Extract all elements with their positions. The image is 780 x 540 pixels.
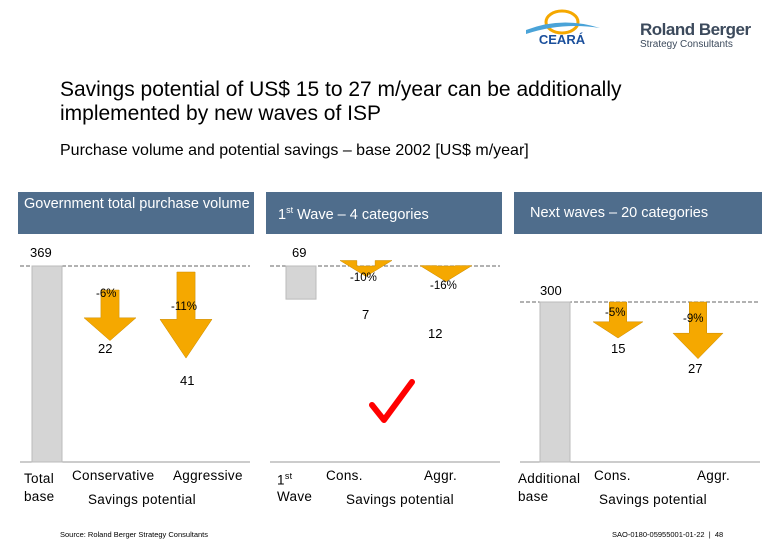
rb-logo-name: Roland Berger [640, 20, 751, 39]
panel3-base-label: 300 [540, 283, 562, 298]
roland-berger-logo: Roland Berger Strategy Consultants [640, 20, 751, 50]
panel2-base-label: 69 [292, 245, 307, 260]
page-title: Savings potential of US$ 15 to 27 m/year… [60, 78, 622, 125]
page-subtitle: Purchase volume and potential savings – … [60, 142, 529, 159]
panel3-aggr-pct: -9% [683, 313, 704, 325]
savings-arrow [672, 301, 724, 360]
panel2-cons-pct: -10% [350, 272, 377, 284]
panel2-aggr-pct: -16% [430, 280, 457, 292]
panel2-base-line1: 1st [277, 471, 293, 488]
panel2-savings-label: Savings potential [346, 492, 454, 507]
panel-header-3-text: Next waves – 20 categories [530, 205, 709, 221]
ceara-logo: CEARÁ [520, 8, 605, 50]
savings-arrow [592, 301, 644, 339]
panel3-base-line1: Additional [518, 471, 581, 486]
base-bar [31, 265, 63, 463]
chart-arrows [83, 260, 724, 360]
panel-header-1-text: Government total purchase volume [24, 196, 250, 212]
panel-header-1: Government total purchase volume [18, 192, 254, 234]
panel1-cons-label: Conservative [72, 468, 155, 483]
panel1-savings-label: Savings potential [88, 492, 196, 507]
base-bar [539, 301, 571, 463]
panel2-base-line2: Wave [277, 489, 313, 504]
panel3-cons-label: Cons. [594, 468, 631, 483]
panel2-cons-label: Cons. [326, 468, 363, 483]
panel2-aggr-value: 12 [428, 326, 443, 341]
panel3-aggr-value: 27 [688, 361, 703, 376]
savings-arrow [419, 265, 473, 282]
chart-bars [31, 265, 571, 463]
panel1-aggr-value: 41 [180, 373, 195, 388]
panel2-aggr-label: Aggr. [424, 468, 458, 483]
panel3-cons-value: 15 [611, 341, 626, 356]
panel1-base-line1: Total [24, 471, 55, 486]
panel1-base-label: 369 [30, 245, 52, 260]
chart-guides [20, 265, 760, 463]
savings-arrow [159, 271, 213, 359]
footer-ref: SAO-0180-05955001-01-22 | 48 [612, 530, 724, 539]
panel-header-2: 1st Wave – 4 categories [266, 192, 502, 234]
panel3-cons-pct: -5% [605, 307, 626, 319]
panel3-aggr-label: Aggr. [697, 468, 731, 483]
ceara-logo-text: CEARÁ [539, 32, 586, 47]
panel-header-3: Next waves – 20 categories [514, 192, 762, 234]
base-bar [285, 265, 317, 300]
panel2-cons-value: 7 [362, 307, 370, 322]
panel1-cons-value: 22 [98, 341, 113, 356]
panel1-aggr-label: Aggressive [173, 468, 243, 483]
panel1-aggr-pct: -11% [171, 301, 197, 313]
savings-arrow [339, 260, 393, 277]
panel-header-2-text: 1st Wave – 4 categories [278, 205, 429, 223]
savings-arrow [83, 289, 137, 341]
panel3-savings-label: Savings potential [599, 492, 707, 507]
source-note: Source: Roland Berger Strategy Consultan… [60, 530, 208, 539]
panel1-base-line2: base [24, 489, 55, 504]
panel1-cons-pct: -6% [96, 288, 117, 300]
rb-logo-sub: Strategy Consultants [640, 39, 733, 50]
panel3-base-line2: base [518, 489, 549, 504]
check-icon [369, 379, 415, 423]
